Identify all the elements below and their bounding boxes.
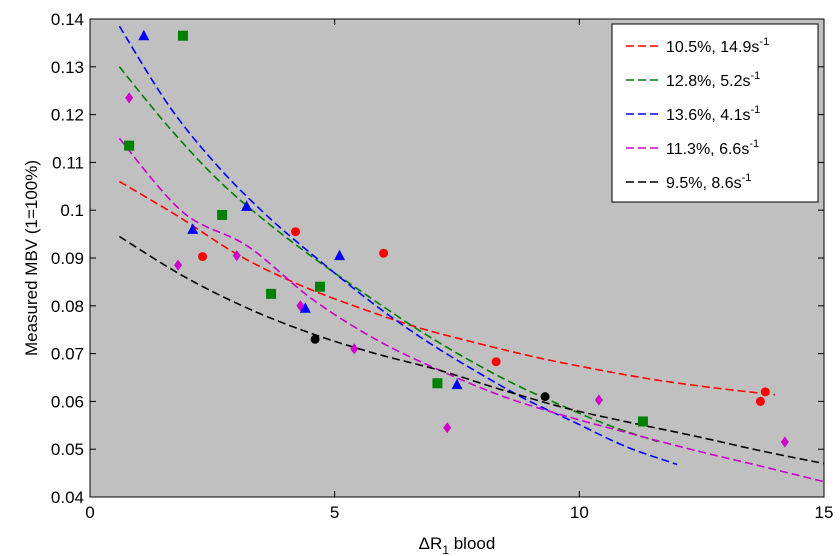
data-point-series-4 [594, 394, 603, 406]
data-point-series-3 [138, 29, 150, 41]
data-point-series-4 [125, 92, 134, 104]
data-point-series-3 [187, 223, 199, 234]
y-tick-label: 0.14 [51, 10, 84, 29]
fit-curve-4 [118, 137, 825, 483]
x-tick-label: 0 [85, 503, 94, 522]
y-axis-label: Measured MBV (1=100%) [22, 160, 41, 356]
y-tick-label: 0.06 [51, 392, 84, 411]
data-point-series-2 [124, 140, 135, 151]
y-tick-label: 0.08 [51, 297, 84, 316]
data-point-series-3 [241, 200, 253, 211]
data-point-series-4 [232, 250, 241, 262]
data-point-series-3 [334, 249, 346, 261]
data-point-series-4 [350, 343, 359, 355]
legend-label-2: 12.8%, 5.2s-1 [666, 70, 760, 90]
legend-label-3: 13.6%, 4.1s-1 [666, 104, 760, 124]
x-tick-label: 10 [570, 503, 589, 522]
y-tick-label: 0.1 [60, 201, 84, 220]
y-tick-label: 0.13 [51, 58, 84, 77]
x-axis-ticks: 0 5 10 15 [85, 19, 833, 522]
data-point-series-5 [310, 334, 320, 344]
data-point-series-5 [540, 392, 550, 402]
data-point-series-2 [637, 416, 648, 427]
data-point-series-2 [266, 288, 277, 299]
data-point-series-4 [296, 300, 305, 312]
data-point-series-4 [443, 422, 452, 434]
fit-curves [118, 25, 825, 483]
data-point-series-1 [198, 252, 208, 262]
y-tick-label: 0.11 [52, 153, 84, 172]
fit-curve-1 [118, 180, 776, 396]
data-markers [124, 29, 789, 448]
data-point-series-2 [217, 209, 228, 220]
y-axis-ticks: 0.04 0.05 0.06 0.07 0.08 0.09 0.1 0.11 0.12 0.13 0… [51, 10, 824, 507]
y-tick-label: 0.05 [51, 440, 84, 459]
data-point-series-1 [760, 387, 770, 397]
y-tick-label: 0.07 [51, 345, 84, 364]
data-point-series-1 [291, 227, 301, 237]
data-point-series-2 [177, 30, 188, 41]
data-point-series-4 [174, 259, 183, 271]
data-point-series-1 [379, 248, 389, 258]
data-point-series-2 [432, 378, 443, 389]
legend-box [611, 23, 819, 203]
x-tick-label: 5 [330, 503, 339, 522]
legend-label-4: 11.3%, 6.6s-1 [666, 138, 759, 158]
x-axis-label: ΔR1 blood [419, 534, 496, 556]
data-point-series-1 [755, 396, 765, 406]
data-point-series-3 [451, 378, 463, 390]
data-point-series-4 [780, 436, 789, 448]
y-tick-label: 0.12 [51, 106, 84, 125]
data-point-series-3 [299, 302, 311, 313]
legend-label-5: 9.5%, 8.6s-1 [666, 172, 751, 192]
data-point-series-2 [314, 281, 325, 292]
fit-curve-2 [118, 66, 658, 443]
y-tick-label: 0.09 [51, 249, 84, 268]
y-tick-label: 0.04 [51, 488, 84, 507]
legend-label-1: 10.5%, 14.9s-1 [666, 36, 769, 56]
x-tick-label: 15 [815, 503, 834, 522]
legend: 10.5%, 14.9s-1 12.8%, 5.2s-1 13.6%, 4.1s-1… [611, 23, 819, 203]
data-point-series-1 [491, 357, 501, 367]
fit-curve-3 [118, 25, 678, 466]
